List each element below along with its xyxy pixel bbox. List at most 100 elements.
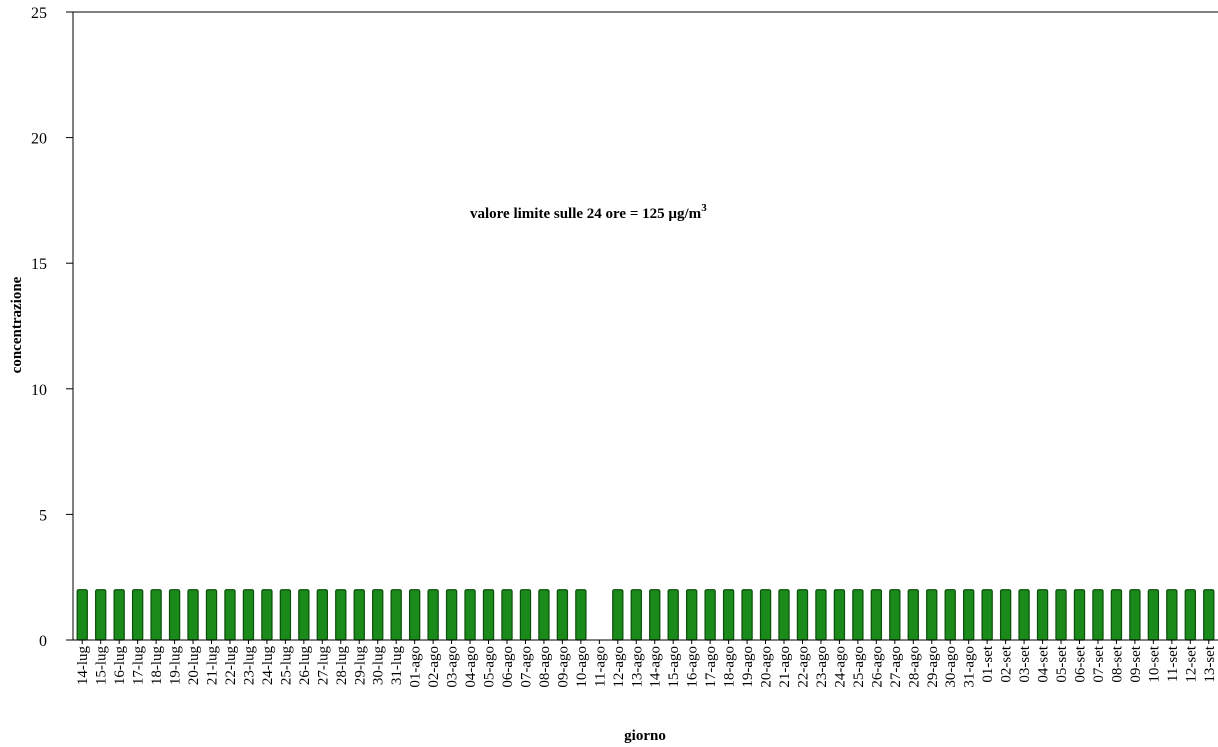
bar-25-ago (852, 589, 864, 641)
y-axis-title: concentrazione (9, 276, 25, 373)
x-tick-label: 14-lug (75, 646, 91, 686)
bar-12-ago (612, 589, 624, 641)
bar-19-ago (741, 589, 753, 641)
y-tick-label: 0 (39, 633, 47, 650)
bar-14-ago (649, 589, 661, 641)
bar-30-ago (944, 589, 956, 641)
bar-01-ago (408, 589, 421, 641)
bar-04-set (1036, 589, 1049, 641)
x-tick-label: 20-lug (186, 646, 202, 686)
x-tick-label: 17-lug (131, 646, 147, 686)
x-tick-label: 10-set (1146, 645, 1162, 682)
bar-06-set (1073, 589, 1086, 641)
x-tick-label: 05-set (1054, 645, 1070, 682)
bar-22-ago (796, 589, 809, 641)
x-tick-label: 19-lug (168, 646, 184, 686)
x-axis-title: giorno (624, 728, 666, 744)
x-tick-label: 01-set (980, 645, 996, 682)
x-tick-label: 10-ago (574, 646, 590, 688)
bar-17-lug (131, 589, 144, 641)
x-tick-label: 14-ago (648, 646, 664, 688)
bar-25-lug (279, 589, 292, 641)
x-tick-label: 23-ago (814, 646, 830, 688)
bar-04-ago (464, 589, 476, 641)
x-tick-label: 05-ago (482, 646, 498, 688)
bar-07-ago (519, 589, 532, 641)
bar-10-ago (575, 589, 587, 641)
bar-23-lug (242, 589, 255, 641)
x-tick-label: 09-set (1128, 645, 1144, 682)
bar-29-ago (926, 589, 938, 641)
x-tick-label: 03-set (1017, 645, 1033, 682)
bar-15-ago (667, 589, 679, 641)
y-tick-label: 15 (31, 256, 47, 273)
bar-27-ago (889, 589, 901, 641)
bar-06-ago (501, 589, 513, 641)
bar-07-set (1092, 589, 1104, 641)
x-tick-label: 17-ago (703, 646, 719, 688)
bar-01-set (981, 589, 993, 641)
x-tick-label: 27-lug (315, 646, 331, 686)
bar-11-set (1166, 589, 1178, 641)
x-tick-label: 27-ago (888, 646, 904, 688)
bar-21-ago (778, 589, 790, 641)
x-tick-label: 22-lug (223, 646, 239, 686)
bar-03-ago (445, 589, 458, 641)
bar-13-set (1203, 589, 1215, 641)
x-tick-label: 02-ago (426, 646, 442, 688)
x-tick-label: 08-set (1109, 645, 1125, 682)
bar-05-set (1055, 589, 1067, 641)
bar-21-lug (205, 589, 218, 641)
x-tick-label: 26-lug (297, 646, 313, 686)
y-tick-label: 20 (31, 131, 47, 148)
bar-08-set (1110, 589, 1123, 641)
x-tick-label: 02-set (999, 645, 1015, 682)
bar-15-lug (95, 589, 107, 641)
x-tick-label: 07-ago (518, 646, 534, 688)
bar-26-ago (870, 589, 883, 641)
x-tick-label: 21-lug (205, 646, 221, 686)
x-tick-label: 30-lug (371, 646, 387, 686)
bars (76, 589, 1215, 641)
bar-08-ago (538, 589, 550, 641)
bar-20-lug (187, 589, 199, 641)
bar-16-lug (113, 589, 125, 641)
x-tick-label: 06-set (1072, 645, 1088, 682)
bar-22-lug (224, 589, 236, 641)
x-tick-label: 18-lug (149, 646, 165, 686)
y-tick-label: 10 (31, 382, 47, 399)
y-axis-ticks: 0 5 10 15 20 25 (31, 5, 73, 650)
x-tick-label: 04-set (1036, 645, 1052, 682)
x-tick-label: 09-ago (555, 646, 571, 688)
x-tick-label: 15-ago (666, 646, 682, 688)
bar-31-ago (963, 589, 975, 641)
bar-28-lug (335, 589, 347, 641)
x-tick-label: 13-set (1202, 645, 1218, 682)
x-tick-label: 15-lug (94, 646, 110, 686)
bar-27-lug (316, 589, 328, 641)
annotation-superscript: 3 (701, 202, 707, 214)
bar-23-ago (815, 589, 827, 641)
x-tick-label: 11-set (1165, 645, 1181, 682)
x-tick-label: 25-lug (278, 646, 294, 686)
x-tick-label: 01-ago (408, 646, 424, 688)
bar-31-lug (390, 589, 402, 641)
bar-16-ago (685, 589, 698, 641)
bar-09-set (1129, 589, 1141, 641)
x-tick-label: 24-lug (260, 646, 276, 686)
x-tick-label: 28-lug (334, 646, 350, 686)
x-tick-label: 13-ago (629, 646, 645, 688)
x-tick-label: 07-set (1091, 645, 1107, 682)
x-tick-label: 18-ago (722, 646, 738, 688)
x-tick-label: 31-lug (389, 646, 405, 686)
bar-26-lug (298, 589, 310, 641)
x-tick-label: 29-lug (352, 646, 368, 686)
x-tick-label: 16-ago (685, 646, 701, 688)
bar-19-lug (168, 589, 181, 641)
bar-09-ago (556, 589, 569, 641)
x-tick-label: 11-ago (592, 646, 608, 687)
x-tick-label: 22-ago (795, 646, 811, 688)
bar-10-set (1147, 589, 1160, 641)
x-tick-label: 25-ago (851, 646, 867, 688)
